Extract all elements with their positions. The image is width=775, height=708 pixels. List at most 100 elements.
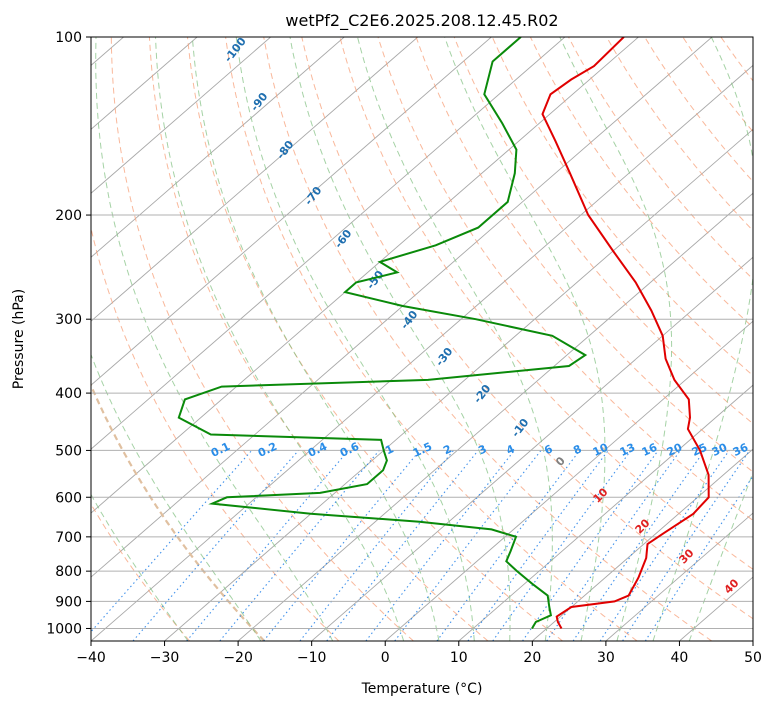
mixing-ratio-line bbox=[492, 450, 632, 641]
mixing-ratio-label: 0.2 bbox=[256, 440, 279, 460]
isotherm-line bbox=[91, 64, 753, 641]
isotherm-line bbox=[91, 37, 272, 194]
x-tick-label: 0 bbox=[381, 650, 390, 666]
isotherm-line bbox=[605, 512, 753, 641]
moist-adiabat-line bbox=[357, 37, 553, 641]
y-tick-label: 700 bbox=[55, 530, 82, 546]
mixing-ratio-label: 30 bbox=[710, 441, 730, 459]
isotherm-line bbox=[91, 37, 198, 130]
mixing-ratio-line bbox=[436, 450, 581, 641]
mixing-ratio-line bbox=[572, 450, 705, 641]
moist-adiabat-line bbox=[559, 37, 673, 641]
y-tick-label: 400 bbox=[55, 386, 82, 402]
mixing-ratio-line bbox=[546, 450, 681, 641]
mixing-ratio-label: 16 bbox=[640, 441, 660, 459]
mixing-ratio-line bbox=[644, 475, 753, 641]
moist-adiabat-label: -20 bbox=[471, 382, 494, 406]
isotherm-line bbox=[237, 192, 753, 641]
dry-adiabat-line bbox=[91, 226, 340, 641]
isotherm-line bbox=[91, 37, 640, 514]
dry-adiabat-line bbox=[110, 37, 414, 641]
isotherm-line bbox=[0, 10, 8, 653]
mixing-ratio-line bbox=[132, 450, 300, 641]
mixing-ratio-label: 0.4 bbox=[306, 440, 329, 460]
isotherm-line bbox=[91, 37, 566, 450]
isotherm-line bbox=[384, 320, 753, 641]
mixing-ratio-label: 36 bbox=[731, 441, 751, 459]
y-tick-label: 100 bbox=[55, 30, 82, 46]
moist-adiabat-line bbox=[91, 493, 189, 641]
moist-adiabat-line bbox=[688, 471, 753, 641]
isotherm-line bbox=[531, 448, 753, 641]
y-tick-label: 200 bbox=[55, 208, 82, 224]
isopleth-labels: 0.1 0.2 0.4 0.6 1 1.5 2 3 4 6 8 10 13 16 20 25 30 36-100-… bbox=[209, 37, 751, 597]
x-tick-label: −30 bbox=[150, 650, 180, 666]
isotherm-line bbox=[458, 384, 753, 641]
mixing-ratio-line bbox=[394, 450, 542, 641]
x-tick-label: 50 bbox=[744, 650, 762, 666]
x-tick-label: −40 bbox=[76, 650, 106, 666]
mixing-ratio-label: 3 bbox=[476, 442, 488, 457]
moist-adiabat-label: -80 bbox=[274, 138, 297, 162]
mixing-ratio-line bbox=[263, 450, 421, 641]
y-tick-label: 500 bbox=[55, 443, 82, 459]
x-tick-label: −20 bbox=[223, 650, 253, 666]
mixing-ratio-label: 6 bbox=[542, 442, 555, 457]
x-tick-label: 30 bbox=[597, 650, 615, 666]
x-tick-label: 40 bbox=[671, 650, 689, 666]
mixing-ratio-label: 13 bbox=[618, 441, 637, 459]
sounding-profiles bbox=[177, 37, 710, 630]
isotherm-line bbox=[91, 37, 713, 578]
mixing-ratio-label: 10 bbox=[591, 441, 611, 459]
mixing-ratio-line bbox=[522, 450, 659, 641]
isotherm-line bbox=[91, 37, 493, 386]
y-tick-label: 800 bbox=[55, 564, 82, 580]
moist-adiabat-line bbox=[95, 37, 334, 641]
dry-adiabat-line bbox=[91, 503, 191, 641]
dry-adiabat-line bbox=[491, 37, 753, 377]
dry-adiabat-label: 40 bbox=[722, 576, 742, 596]
mixing-ratio-line bbox=[299, 450, 454, 641]
mixing-ratio-label: 1.5 bbox=[411, 440, 434, 460]
mixing-ratio-line bbox=[219, 450, 380, 641]
mixing-ratio-label: 4 bbox=[504, 442, 517, 457]
isotherm-line bbox=[91, 37, 345, 258]
isotherm-line bbox=[310, 256, 753, 641]
mixing-ratio-label: 20 bbox=[665, 441, 685, 459]
mixing-ratio-line bbox=[467, 450, 609, 641]
dry-adiabat-line bbox=[339, 37, 753, 570]
x-tick-label: −10 bbox=[297, 650, 327, 666]
y-tick-label: 300 bbox=[55, 312, 82, 328]
y-axis-label: Pressure (hPa) bbox=[11, 289, 27, 389]
moist-adiabat-label: -90 bbox=[248, 90, 271, 114]
mixing-ratio-line bbox=[622, 450, 751, 641]
x-tick-label: 10 bbox=[450, 650, 468, 666]
y-tick-label: 900 bbox=[55, 594, 82, 610]
isotherm-line bbox=[91, 37, 419, 322]
dry-adiabat-line bbox=[225, 37, 638, 641]
background-lines bbox=[0, 10, 753, 653]
dry-adiabat-line bbox=[186, 37, 563, 641]
dry-adiabat-line bbox=[148, 37, 489, 641]
dry-adiabat-label: 20 bbox=[633, 516, 653, 536]
mixing-ratio-line bbox=[186, 450, 349, 641]
dry-adiabat-label: 30 bbox=[677, 546, 697, 566]
mixing-ratio-line bbox=[599, 450, 730, 641]
isotherm-line bbox=[752, 640, 753, 641]
moist-adiabat-label: -10 bbox=[509, 416, 532, 440]
moist-adiabat-label: -60 bbox=[332, 227, 355, 251]
moist-adiabat-line bbox=[235, 37, 475, 641]
dry-adiabat-line bbox=[377, 37, 753, 522]
moist-adiabat-line bbox=[444, 37, 606, 641]
mixing-ratio-line bbox=[91, 450, 253, 633]
dewpoint-series-line bbox=[177, 37, 588, 630]
x-axis-label: Temperature (°C) bbox=[361, 681, 483, 697]
mixing-ratio-line bbox=[326, 450, 479, 641]
pressure-gridlines bbox=[91, 37, 753, 629]
chart-title: wetPf2_C2E6.2025.208.12.45.R02 bbox=[285, 11, 558, 31]
moist-adiabat-line bbox=[289, 37, 511, 641]
dry-adiabat-label: 10 bbox=[591, 485, 611, 505]
y-tick-label: 600 bbox=[55, 490, 82, 506]
moist-adiabat-line bbox=[155, 37, 405, 641]
dry-adiabat-line bbox=[263, 37, 713, 641]
